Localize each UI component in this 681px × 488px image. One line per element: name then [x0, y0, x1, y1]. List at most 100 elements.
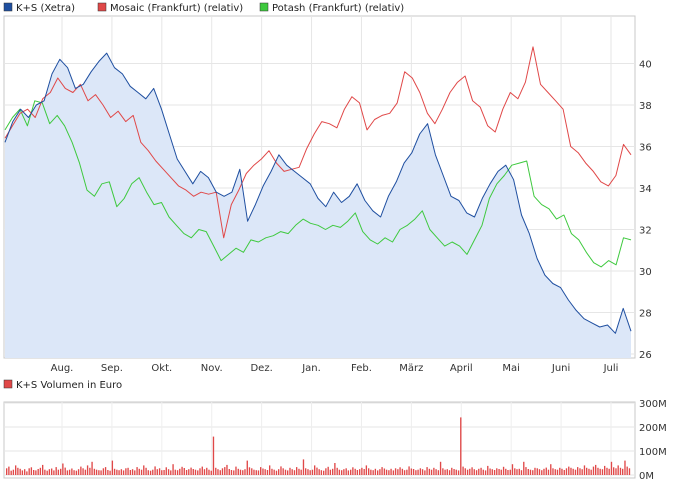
volume-bar	[498, 469, 500, 475]
volume-bar	[565, 468, 568, 475]
volume-bar	[363, 469, 365, 475]
volume-bar	[356, 470, 359, 475]
volume-bar	[282, 468, 284, 475]
volume-bar	[280, 466, 282, 475]
price-x-axis: Aug. Sep. Okt. Nov. Dez. Jan. Feb. März April Mai…	[51, 363, 619, 374]
volume-bar	[260, 467, 262, 475]
volume-bar	[203, 469, 206, 475]
volume-bar	[426, 467, 428, 475]
volume-bar	[507, 470, 509, 475]
volume-bar	[55, 467, 57, 475]
volume-bar	[484, 470, 487, 475]
volume-bar	[17, 467, 19, 475]
volume-bar	[264, 469, 266, 475]
volume-bar	[619, 467, 622, 475]
price-y-tick-label: 40	[639, 60, 652, 71]
volume-bar	[293, 470, 296, 475]
volume-bar	[206, 467, 208, 475]
volume-bar	[122, 470, 125, 475]
volume-bar	[419, 468, 422, 475]
volume-bar	[430, 469, 433, 475]
volume-bar	[165, 467, 167, 475]
volume-bar	[21, 470, 24, 475]
volume-bar	[149, 470, 152, 475]
volume-bar	[113, 468, 116, 475]
volume-bar	[370, 469, 372, 475]
volume-bar	[568, 466, 570, 475]
volume-bar	[536, 468, 538, 475]
volume-bar	[581, 469, 583, 475]
volume-bar	[251, 468, 253, 475]
volume-bar	[174, 469, 176, 475]
volume-bar	[176, 470, 179, 475]
volume-bar	[379, 469, 381, 475]
price-x-tick-label: Sep.	[101, 363, 123, 374]
volume-bar	[309, 470, 311, 475]
volume-bar	[19, 468, 21, 475]
volume-bar	[329, 469, 332, 475]
volume-bar	[228, 469, 230, 475]
volume-bar	[437, 470, 440, 475]
volume-bar	[143, 465, 145, 475]
legend-label-volume: K+S Volumen in Euro	[16, 380, 122, 391]
volume-bar	[93, 468, 96, 475]
volume-bar	[574, 469, 577, 475]
volume-bar	[392, 470, 395, 475]
volume-bar	[212, 436, 215, 475]
volume-bar	[80, 466, 82, 475]
volume-bar	[622, 468, 624, 475]
price-y-tick-label: 32	[639, 226, 652, 237]
volume-bar	[35, 470, 37, 475]
volume-bar	[624, 460, 626, 475]
volume-bar	[532, 470, 534, 475]
volume-bar	[75, 470, 78, 475]
volume-bar	[8, 466, 10, 475]
volume-panel: 0M 100M 200M 300M	[3, 399, 667, 482]
volume-bar	[610, 461, 613, 475]
volume-bar	[547, 469, 550, 475]
price-y-tick-label: 26	[639, 350, 652, 361]
volume-bar	[233, 470, 235, 475]
volume-bar	[109, 470, 111, 475]
volume-bar	[84, 469, 87, 475]
volume-bar	[107, 470, 109, 475]
volume-legend: K+S Volumen in Euro	[3, 379, 122, 391]
volume-bar	[37, 469, 39, 475]
volume-bar	[561, 468, 563, 475]
volume-bar	[601, 469, 604, 475]
volume-bar	[95, 469, 98, 475]
volume-bar	[475, 470, 478, 475]
volume-bar	[167, 469, 170, 475]
volume-bar	[273, 469, 275, 475]
volume-bar	[210, 470, 212, 475]
volume-bar	[377, 470, 379, 475]
volume-bar	[131, 469, 134, 475]
volume-bar	[291, 469, 293, 475]
volume-bar	[534, 467, 536, 475]
volume-bar	[525, 467, 527, 475]
volume-plot-area	[3, 401, 636, 479]
volume-bar	[208, 469, 210, 475]
volume-bar	[343, 469, 345, 475]
volume-bar	[305, 468, 307, 475]
volume-bar	[541, 470, 543, 475]
volume-bar	[408, 466, 410, 475]
volume-bar	[15, 465, 17, 475]
volume-y-tick-label: 200M	[639, 423, 667, 434]
volume-bar	[388, 470, 390, 475]
volume-bar	[26, 471, 28, 475]
volume-bar	[73, 470, 75, 475]
volume-bar	[352, 467, 354, 475]
volume-bar	[563, 470, 565, 475]
volume-bar	[608, 468, 610, 475]
volume-bar	[628, 468, 631, 475]
volume-bar	[192, 469, 194, 475]
volume-bar	[462, 466, 464, 475]
price-x-tick-label: Feb.	[351, 363, 372, 374]
volume-bar	[446, 469, 448, 475]
volume-bar	[588, 468, 590, 475]
legend-label-ks: K+S (Xetra)	[16, 3, 75, 14]
volume-bar	[278, 469, 280, 475]
volume-bar	[433, 467, 435, 475]
volume-bar	[435, 469, 437, 475]
